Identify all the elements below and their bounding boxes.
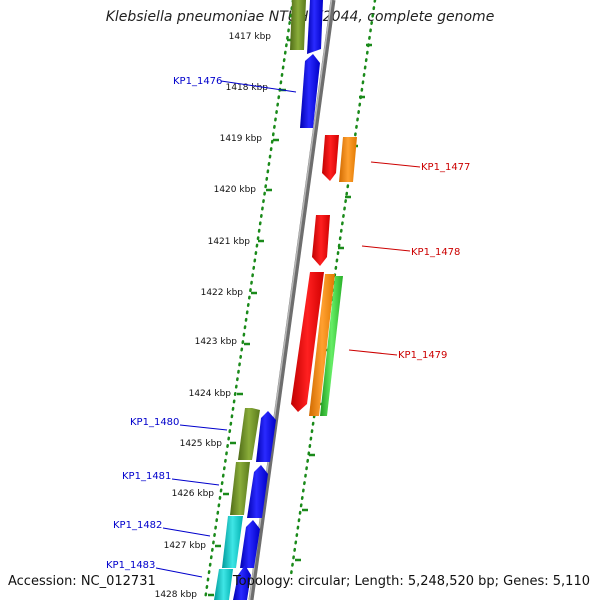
gene-feature[interactable] xyxy=(312,215,330,266)
gene-label[interactable]: KP1_1483 xyxy=(106,560,155,571)
gene-feature[interactable] xyxy=(320,276,343,416)
gene-feature[interactable] xyxy=(339,137,357,182)
gene-feature[interactable] xyxy=(307,0,323,54)
gene-label[interactable]: KP1_1479 xyxy=(398,350,447,361)
gene-feature[interactable] xyxy=(240,520,260,568)
gene-label[interactable]: KP1_1482 xyxy=(113,520,162,531)
gene-feature[interactable] xyxy=(238,408,260,460)
gene-label[interactable]: KP1_1481 xyxy=(122,471,171,482)
gene-feature[interactable] xyxy=(247,465,268,518)
gene-label[interactable]: KP1_1478 xyxy=(411,247,460,258)
gene-label[interactable]: KP1_1480 xyxy=(130,417,179,428)
gene-label[interactable]: KP1_1476 xyxy=(173,76,222,87)
gene-feature[interactable] xyxy=(322,135,339,181)
ruler-label: 1424 kbp xyxy=(189,389,232,399)
ruler-label: 1423 kbp xyxy=(195,337,238,347)
ruler-label: 1419 kbp xyxy=(220,134,263,144)
gene-feature[interactable] xyxy=(290,0,306,50)
gene-feature[interactable] xyxy=(309,274,335,416)
genome-summary-text: Topology: circular; Length: 5,248,520 bp… xyxy=(232,574,590,589)
ruler-label: 1422 kbp xyxy=(201,288,244,298)
ruler-label: 1427 kbp xyxy=(164,541,207,551)
gene-feature[interactable] xyxy=(256,411,276,462)
ruler-label: 1417 kbp xyxy=(229,32,272,42)
gene-feature[interactable] xyxy=(214,569,233,600)
ruler-label: 1425 kbp xyxy=(180,439,223,449)
gene-feature[interactable] xyxy=(230,462,250,515)
reverse-genes xyxy=(291,135,357,416)
ruler-label: 1418 kbp xyxy=(226,83,269,93)
gene-feature[interactable] xyxy=(291,272,324,412)
gene-label[interactable]: KP1_1477 xyxy=(421,162,470,173)
forward-labels: KP1_1476 KP1_1480 KP1_1481 KP1_1482 KP1_… xyxy=(106,76,297,578)
gene-feature[interactable] xyxy=(233,565,251,600)
reverse-labels: KP1_1477 KP1_1478 KP1_1479 xyxy=(348,161,470,361)
ruler-label: 1426 kbp xyxy=(172,489,215,499)
ruler-label: 1421 kbp xyxy=(208,237,251,247)
ruler-label: 1428 kbp xyxy=(155,590,198,600)
accession-text: Accession: NC_012731 xyxy=(8,574,156,589)
gene-feature[interactable] xyxy=(222,516,243,568)
ruler-label: 1420 kbp xyxy=(214,185,257,195)
forward-genes xyxy=(214,0,323,600)
gene-feature[interactable] xyxy=(300,54,320,128)
